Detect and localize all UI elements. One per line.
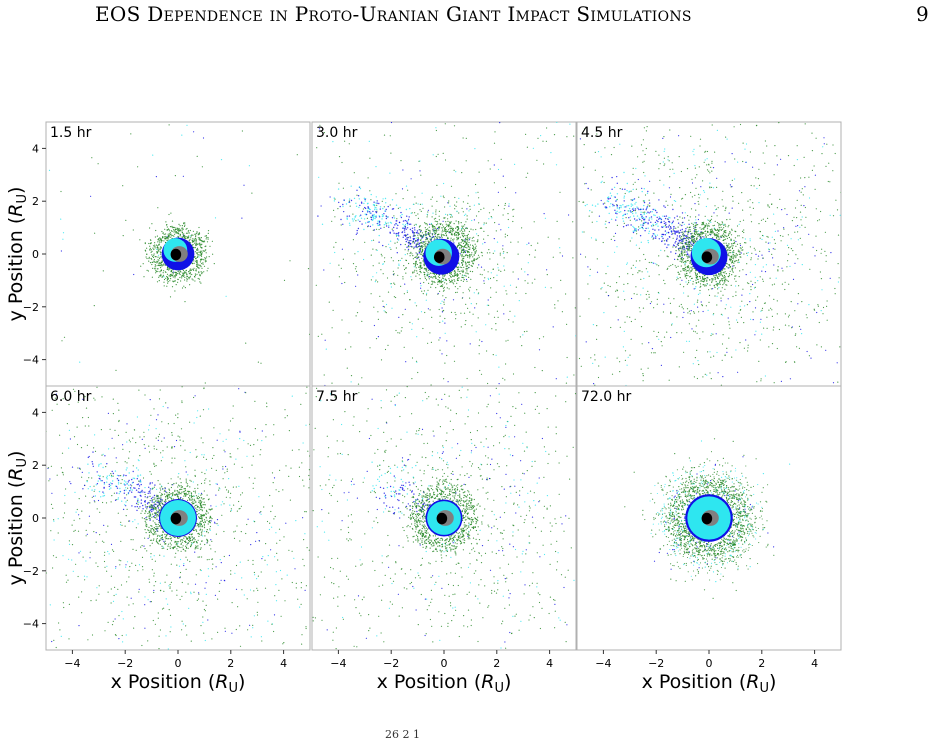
x-tick-label: −2 — [383, 657, 399, 670]
black-core — [701, 251, 713, 263]
x-tick-label: 0 — [706, 657, 713, 670]
black-core — [170, 248, 182, 261]
particle-field — [315, 122, 576, 386]
x-tick-label: −2 — [117, 657, 133, 670]
x-tick-label: 2 — [758, 657, 765, 670]
x-tick-label: 0 — [441, 657, 448, 670]
panel-2: 3.0 hr — [311, 121, 577, 387]
x-axis-label: x Position (RU) — [377, 671, 512, 696]
x-tick-label: 0 — [175, 657, 182, 670]
y-tick-label: 4 — [32, 406, 39, 419]
x-tick-label: 2 — [227, 657, 234, 670]
y-tick-label: −2 — [23, 301, 39, 314]
particle-field — [624, 438, 791, 600]
y-tick-label: −2 — [23, 565, 39, 578]
x-tick-label: −4 — [595, 657, 611, 670]
panel-time-label: 1.5 hr — [50, 125, 92, 141]
x-tick-label: −4 — [330, 657, 346, 670]
page-number: 9 — [916, 2, 929, 26]
x-tick-label: 2 — [493, 657, 500, 670]
panel-6: 72.0 hr — [576, 385, 842, 651]
running-head: EOS Dependence in Proto-Uranian Giant Im… — [95, 2, 692, 26]
particle-field — [48, 124, 310, 386]
y-axis-label: y Position (RU) — [5, 451, 30, 586]
panel-time-label: 7.5 hr — [316, 389, 358, 405]
x-axis-label: x Position (RU) — [111, 671, 246, 696]
panel-time-label: 4.5 hr — [581, 125, 623, 141]
x-tick-label: −4 — [64, 657, 80, 670]
x-axis-label: x Position (RU) — [642, 671, 777, 696]
y-tick-label: 4 — [32, 142, 39, 155]
x-tick-label: 4 — [811, 657, 818, 670]
y-tick-label: −4 — [23, 618, 39, 631]
black-core — [170, 512, 182, 525]
x-tick-label: 4 — [280, 657, 287, 670]
panel-time-label: 3.0 hr — [316, 125, 358, 141]
y-tick-label: 2 — [32, 195, 39, 208]
particle-field — [46, 386, 310, 650]
y-axis-label: y Position (RU) — [5, 187, 30, 322]
panel-time-label: 72.0 hr — [581, 389, 631, 405]
panel-4: 6.0 hr — [45, 385, 311, 651]
black-core — [433, 251, 445, 263]
y-tick-label: 2 — [32, 459, 39, 472]
particle-field — [578, 122, 841, 386]
panel-5: 7.5 hr — [311, 385, 577, 651]
panel-time-label: 6.0 hr — [50, 389, 92, 405]
caption-fragment: 26 2 1 — [385, 728, 420, 741]
particle-field — [312, 386, 576, 650]
x-tick-label: −2 — [648, 657, 664, 670]
x-tick-label: 4 — [546, 657, 553, 670]
panel-3: 4.5 hr — [576, 121, 842, 387]
y-tick-label: 0 — [32, 512, 39, 525]
panel-1: 1.5 hr — [45, 121, 311, 387]
y-tick-label: −4 — [23, 354, 39, 367]
black-core — [701, 512, 713, 525]
y-tick-label: 0 — [32, 248, 39, 261]
black-core — [436, 512, 448, 525]
